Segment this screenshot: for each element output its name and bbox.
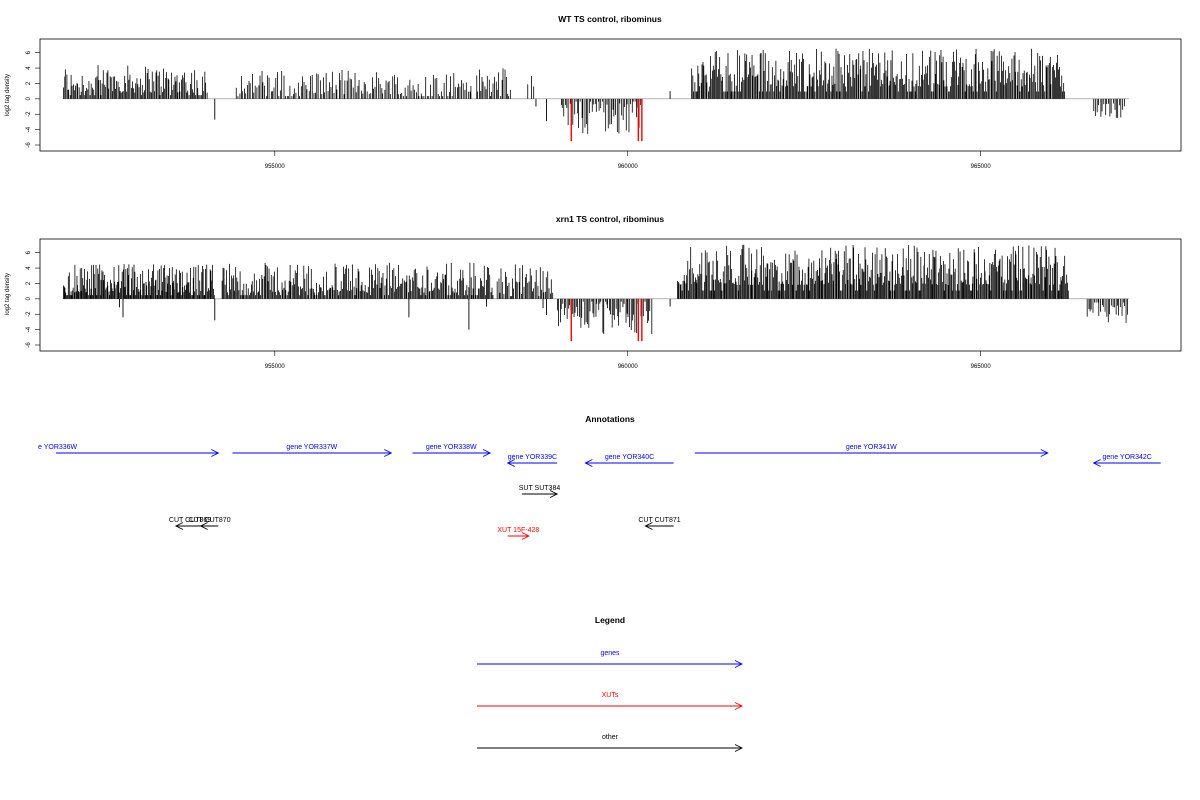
annotation-feature: gene YOR340C bbox=[584, 454, 674, 467]
annotation-arrowhead bbox=[521, 532, 530, 540]
annotation-arrowhead bbox=[549, 490, 559, 498]
xrn1-panel-title: xrn1 TS control, ribominus bbox=[556, 214, 664, 224]
wt-xtick-label: 955000 bbox=[265, 164, 286, 170]
annotations-title: Annotations bbox=[585, 414, 635, 424]
wt-ytick-label: 6 bbox=[26, 50, 32, 54]
legend-entry-xut: XUTs bbox=[477, 692, 744, 710]
annotation-feature: gene YOR339C bbox=[506, 454, 558, 467]
wt-signal-bars bbox=[63, 48, 1129, 142]
annotation-label: SUT SUT384 bbox=[519, 485, 561, 492]
legend-arrowhead bbox=[734, 660, 744, 668]
wt-panel: WT TS control, ribominus log2 tag densit… bbox=[5, 14, 1182, 170]
annotation-label: CUT CUT869 bbox=[169, 517, 211, 524]
annotation-label: e YOR336W bbox=[38, 444, 78, 451]
xrn1-xtick-label: 955000 bbox=[265, 364, 286, 370]
annotation-label: CUT CUT871 bbox=[638, 517, 680, 524]
annotation-feature: e YOR336W bbox=[38, 444, 220, 457]
xrn1-ytick-label: 6 bbox=[26, 250, 32, 254]
annotation-arrowhead bbox=[584, 459, 593, 467]
wt-axes: 6 4 2 0 -2 -4 -6 955000 960000 965000 bbox=[26, 50, 991, 170]
xrn1-ytick-label: -6 bbox=[26, 342, 32, 348]
annotation-feature: gene YOR338W bbox=[412, 444, 492, 457]
wt-ytick-label: -2 bbox=[26, 111, 32, 117]
xrn1-xtick-label: 965000 bbox=[971, 364, 992, 370]
wt-ytick-label: -6 bbox=[26, 142, 32, 148]
annotation-feature: CUT CUT871 bbox=[638, 517, 681, 530]
xrn1-panel: xrn1 TS control, ribominus log2 tag dens… bbox=[5, 214, 1182, 370]
annotation-label: CUT CUT870 bbox=[188, 517, 230, 524]
legend-entries: genes XUTs other bbox=[477, 650, 744, 752]
annotation-label: XUT 15F-428 bbox=[497, 527, 539, 534]
annotation-label: gene YOR338W bbox=[426, 444, 477, 451]
xrn1-ytick-label: 4 bbox=[26, 266, 32, 270]
annotation-arrowhead bbox=[644, 522, 653, 530]
legend-entry-other: other bbox=[477, 734, 744, 752]
annotation-arrowhead bbox=[1040, 449, 1049, 457]
annotation-label: gene YOR340C bbox=[605, 454, 654, 461]
wt-ytick-label: 2 bbox=[26, 81, 32, 85]
xrn1-axes: 6 4 2 0 -2 -4 -6 955000 960000 965000 bbox=[26, 250, 991, 370]
xrn1-ytick-label: -4 bbox=[26, 326, 32, 332]
annotation-arrowhead bbox=[1092, 459, 1101, 467]
annotation-arrowhead bbox=[506, 459, 515, 467]
annotation-feature: CUT CUT870 bbox=[188, 517, 231, 530]
wt-panel-ylabel: log2 tag density bbox=[5, 74, 11, 116]
annotation-features: e YOR336W gene YOR337W gene YOR338W gene YO… bbox=[38, 444, 1161, 540]
wt-ytick-label: -4 bbox=[26, 126, 32, 132]
legend-arrowhead bbox=[734, 702, 744, 710]
annotation-arrowhead bbox=[174, 522, 184, 530]
annotation-feature: SUT SUT384 bbox=[519, 485, 561, 498]
wt-ytick-label: 4 bbox=[26, 66, 32, 70]
xrn1-ytick-label: 2 bbox=[26, 281, 32, 285]
wt-ytick-label: 0 bbox=[26, 97, 32, 101]
wt-xtick-label: 960000 bbox=[618, 164, 639, 170]
legend-title: Legend bbox=[595, 615, 625, 625]
xrn1-signal-bars bbox=[63, 244, 1129, 342]
legend-label: XUTs bbox=[602, 692, 619, 699]
xrn1-xtick-label: 960000 bbox=[618, 364, 639, 370]
legend-panel: Legend genes XUTs other bbox=[477, 615, 744, 752]
wt-panel-title: WT TS control, ribominus bbox=[558, 14, 662, 24]
annotation-arrowhead bbox=[482, 449, 492, 457]
xrn1-plot-frame bbox=[39, 238, 1182, 352]
annotation-feature: gene YOR337W bbox=[232, 444, 393, 457]
annotation-feature: XUT 15F-428 bbox=[497, 527, 539, 540]
annotation-feature: gene YOR342C bbox=[1092, 454, 1161, 467]
xrn1-panel-ylabel: log2 tag density bbox=[5, 273, 11, 315]
annotation-label: gene YOR337W bbox=[286, 444, 337, 451]
xrn1-ytick-label: 0 bbox=[26, 297, 32, 301]
annotation-label: gene YOR341W bbox=[846, 444, 897, 451]
wt-xtick-label: 965000 bbox=[971, 164, 992, 170]
annotation-feature: gene YOR341W bbox=[694, 444, 1049, 457]
legend-arrowhead bbox=[734, 744, 744, 752]
legend-label: other bbox=[602, 734, 619, 741]
annotation-label: gene YOR339C bbox=[508, 454, 557, 461]
annotation-arrowhead bbox=[199, 522, 208, 530]
annotations-panel: Annotations e YOR336W gene YOR337W gene YO… bbox=[38, 414, 1161, 540]
annotation-label: gene YOR342C bbox=[1103, 454, 1152, 461]
annotation-arrowhead bbox=[211, 449, 220, 457]
legend-entry-genes: genes bbox=[477, 650, 744, 668]
wt-plot-frame bbox=[39, 38, 1182, 152]
annotation-feature: CUT CUT869 bbox=[169, 517, 211, 530]
legend-label: genes bbox=[600, 650, 620, 657]
xrn1-ytick-label: -2 bbox=[26, 311, 32, 317]
annotation-arrowhead bbox=[384, 449, 393, 457]
